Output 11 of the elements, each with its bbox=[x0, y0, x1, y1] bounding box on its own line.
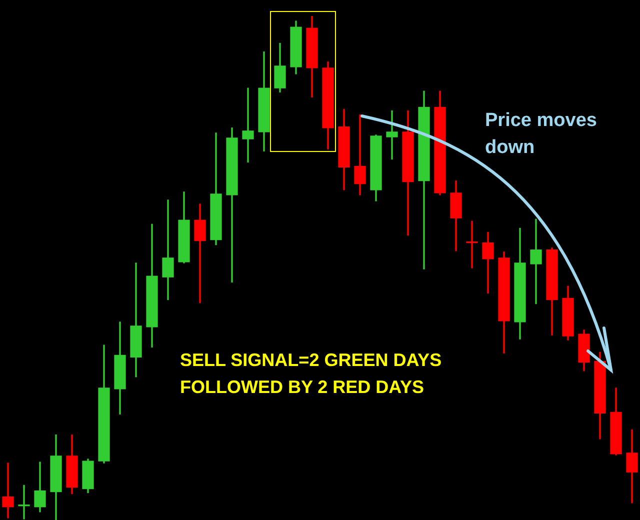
candlestick bbox=[2, 462, 14, 518]
candlestick bbox=[18, 484, 30, 520]
candlestick bbox=[354, 114, 366, 196]
annotation: SELL SIGNAL=2 GREEN DAYS FOLLOWED BY 2 RED DAYS bbox=[180, 349, 443, 399]
annotation: Price moves down bbox=[485, 109, 598, 160]
candlestick bbox=[162, 200, 174, 300]
candlestick bbox=[194, 204, 206, 304]
candlestick bbox=[242, 88, 254, 162]
candlestick bbox=[386, 110, 398, 160]
candlestick bbox=[466, 220, 478, 268]
candlestick bbox=[530, 218, 542, 304]
